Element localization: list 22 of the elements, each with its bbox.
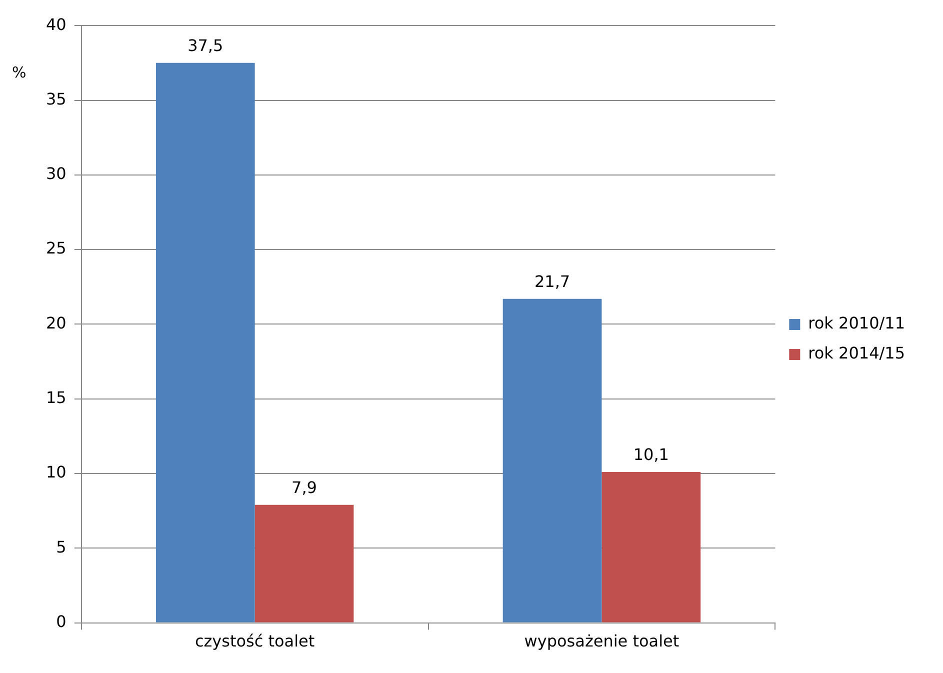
y-tick-label: 35 xyxy=(46,89,66,108)
y-axis-title: % xyxy=(12,63,26,82)
bar xyxy=(502,298,602,622)
x-tick-label: wyposażenie toalet xyxy=(524,632,680,651)
bar xyxy=(156,62,255,622)
data-label: 7,9 xyxy=(292,478,317,498)
data-label: 37,5 xyxy=(188,36,224,56)
y-tick-label: 0 xyxy=(56,612,66,631)
y-tick-label: 40 xyxy=(46,14,66,34)
y-tick-label: 15 xyxy=(46,388,66,408)
bar xyxy=(254,504,354,622)
data-label: 21,7 xyxy=(534,272,570,291)
y-tick-label: 20 xyxy=(46,313,66,332)
bar xyxy=(602,472,701,622)
y-tick-label: 30 xyxy=(46,164,66,184)
y-tick-label: 25 xyxy=(46,238,66,258)
y-tick-label: 5 xyxy=(56,537,66,556)
y-tick-label: 10 xyxy=(46,462,66,482)
x-tick-label: czystość toalet xyxy=(194,632,315,651)
data-label: 10,1 xyxy=(633,445,669,464)
legend-label: rok 2010/11 xyxy=(808,314,906,333)
legend-label: rok 2014/15 xyxy=(808,344,906,363)
